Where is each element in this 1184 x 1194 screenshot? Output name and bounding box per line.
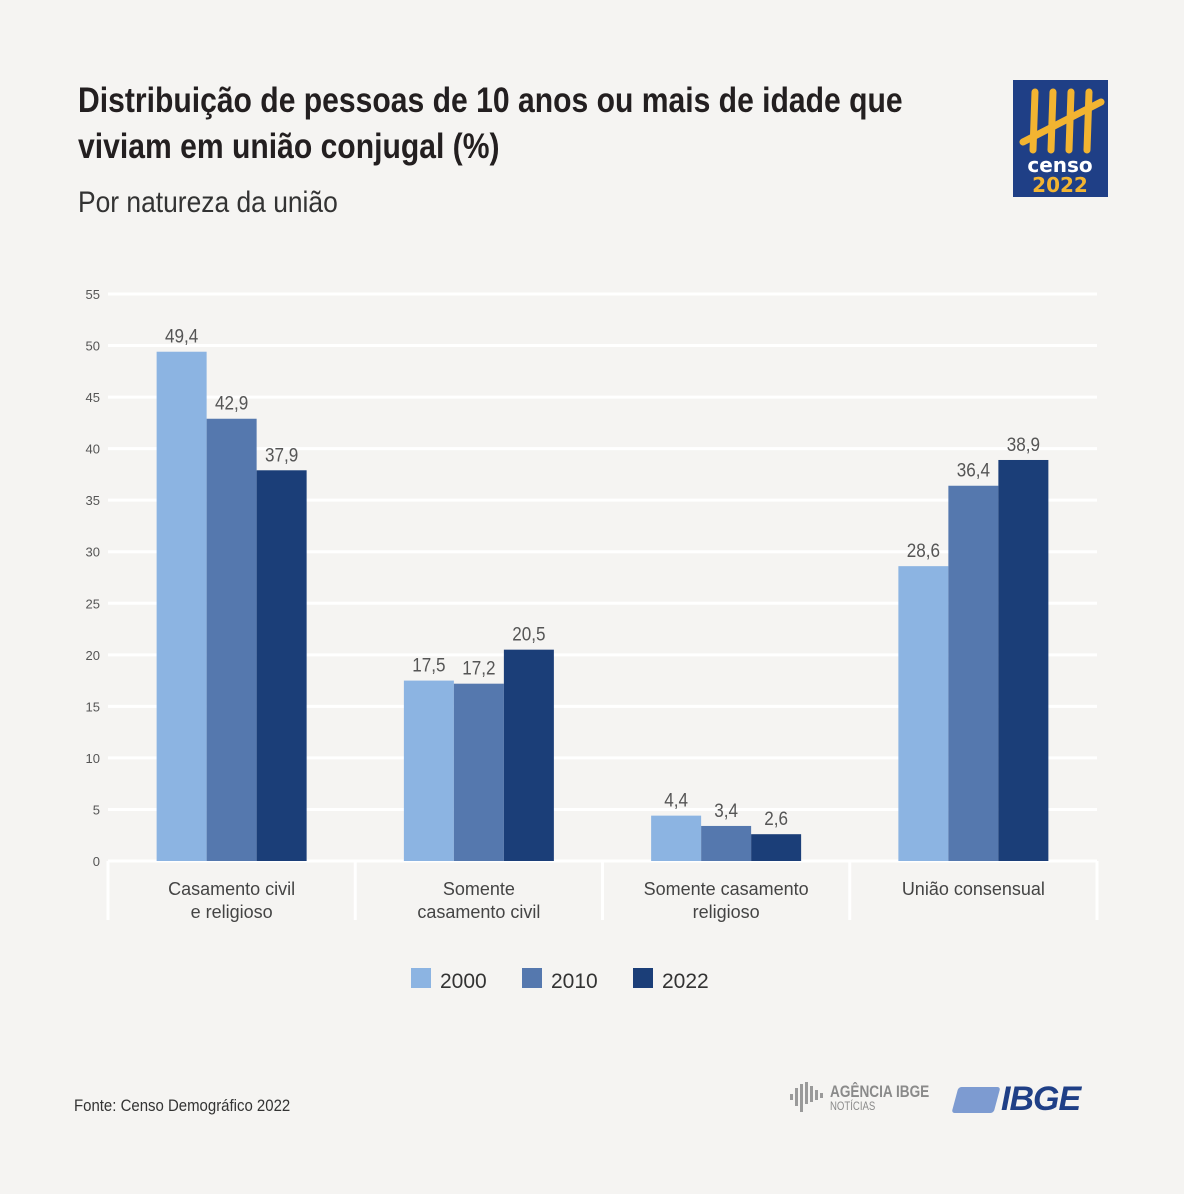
data-label: 38,9: [1007, 434, 1040, 455]
bar-2010: [948, 485, 999, 861]
bar-2000: [651, 815, 702, 861]
ibge-logo: IBGE: [951, 1080, 1081, 1119]
y-tick-label: 15: [86, 699, 100, 714]
bar-2022: [256, 470, 307, 861]
data-label: 3,4: [714, 800, 738, 821]
y-tick-label: 40: [86, 442, 100, 457]
ibge-logo-text: IBGE: [1001, 1080, 1081, 1118]
y-tick-label: 25: [86, 596, 100, 611]
chart-title: Distribuição de pessoas de 10 anos ou ma…: [78, 81, 903, 166]
y-tick-label: 55: [86, 287, 100, 302]
x-category-label: Somente: [443, 879, 515, 899]
legend-label-2010: 2010: [551, 970, 598, 993]
bar-2010: [453, 683, 504, 861]
x-category-label: Casamento civil: [168, 879, 295, 899]
bar-2000: [156, 351, 207, 861]
x-category-label: casamento civil: [417, 902, 540, 922]
ibge-mark-icon: [951, 1086, 1001, 1113]
data-label: 36,4: [957, 460, 990, 481]
data-label: 42,9: [215, 393, 248, 414]
bar-2000: [403, 680, 454, 861]
y-tick-label: 10: [86, 751, 100, 766]
x-category-label: religioso: [693, 902, 760, 922]
x-category-label: e religioso: [191, 902, 273, 922]
data-label: 4,4: [664, 790, 688, 811]
bar-chart: 0 5 10 15 20 25 30 35 40 45 50 55 49,4 42,9 37,9 Casame…: [86, 287, 1099, 993]
bar-2022: [751, 834, 802, 861]
x-category-label: Somente casamento: [644, 879, 809, 899]
bar-2000: [898, 566, 949, 861]
y-tick-label: 35: [86, 493, 100, 508]
bar-2010: [206, 418, 257, 861]
legend-label-2022: 2022: [662, 970, 709, 993]
data-label: 17,5: [412, 655, 445, 676]
y-tick-label: 50: [86, 339, 100, 354]
censo-2022-logo: censo 2022: [1013, 80, 1108, 197]
data-label: 20,5: [512, 624, 545, 645]
y-tick-label: 30: [86, 545, 100, 560]
bar-2022: [998, 459, 1049, 861]
data-label: 28,6: [907, 540, 940, 561]
agencia-bars-icon: [790, 1082, 823, 1112]
legend-swatch-2000: [411, 968, 431, 988]
data-label: 37,9: [265, 444, 298, 465]
y-tick-label: 5: [93, 802, 100, 817]
legend-swatch-2010: [522, 968, 542, 988]
data-label: 2,6: [764, 808, 788, 829]
legend-label-2000: 2000: [440, 970, 487, 993]
data-label: 49,4: [165, 326, 198, 347]
agencia-line1: AGÊNCIA IBGE: [830, 1081, 930, 1101]
bar-2022: [503, 649, 554, 861]
agencia-line2: NOTÍCIAS: [830, 1098, 876, 1113]
chart-subtitle: Por natureza da união: [78, 186, 338, 219]
agencia-ibge-logo: AGÊNCIA IBGE NOTÍCIAS: [788, 1080, 954, 1114]
x-category-label: União consensual: [902, 879, 1045, 899]
logo-text-censo: censo: [1027, 153, 1092, 177]
y-tick-label: 45: [86, 390, 100, 405]
legend-swatch-2022: [633, 968, 653, 988]
source-note: Fonte: Censo Demográfico 2022: [74, 1096, 291, 1115]
data-label: 17,2: [462, 658, 495, 679]
bar-2010: [701, 825, 752, 861]
y-tick-label: 20: [86, 648, 100, 663]
logo-text-year: 2022: [1032, 173, 1088, 197]
y-tick-label: 0: [93, 854, 100, 869]
